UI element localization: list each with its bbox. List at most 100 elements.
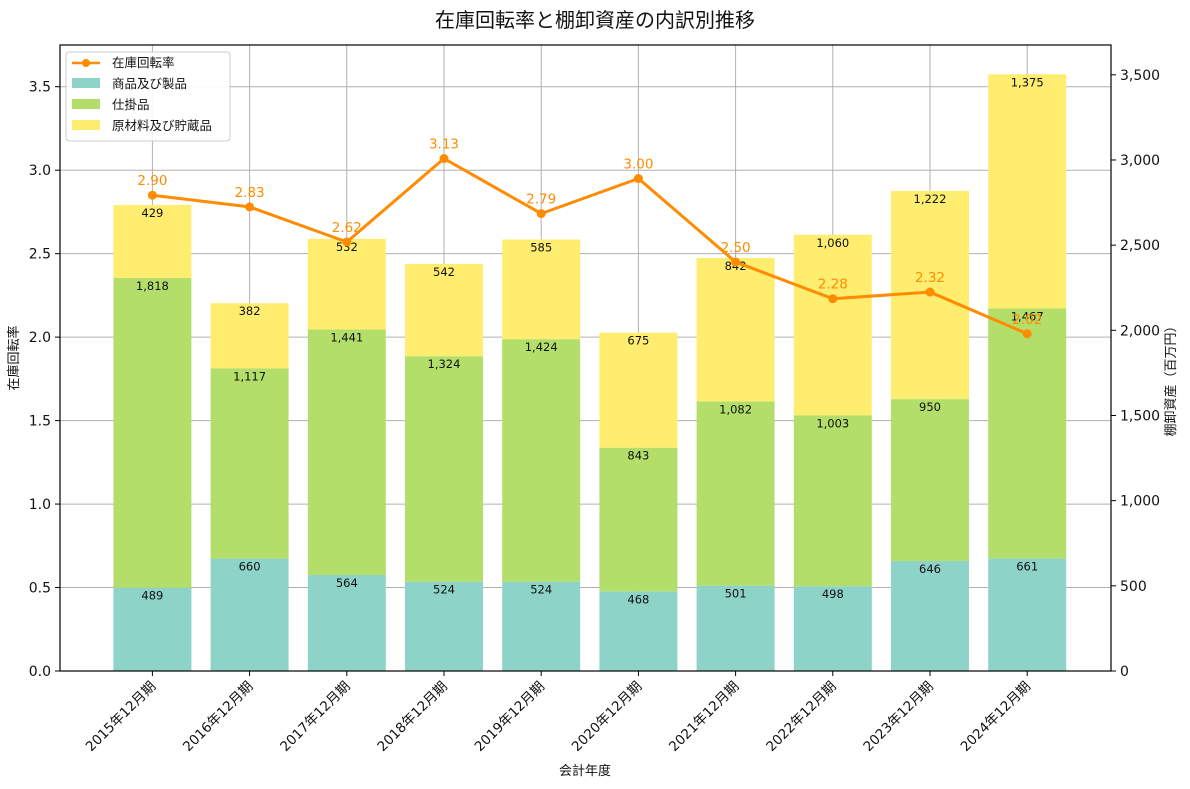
legend-swatch-wip bbox=[72, 99, 100, 109]
bar-products bbox=[988, 558, 1067, 671]
bar-wip bbox=[307, 329, 386, 575]
turnover-point bbox=[828, 294, 838, 304]
bar-label-wip: 1,424 bbox=[525, 340, 558, 354]
bar-labels-layer: 489 1,818 429 660 1,117 382 564 1,441 532 524 1,32… bbox=[136, 75, 1044, 606]
bar-label-products: 661 bbox=[1016, 559, 1038, 573]
bar-label-products: 564 bbox=[336, 576, 358, 590]
legend: 在庫回転率 商品及び製品 仕掛品 原材料及び貯蔵品 bbox=[65, 51, 231, 142]
bar-wip bbox=[890, 399, 969, 561]
x-tick-label: 2023年12月期 bbox=[860, 679, 936, 755]
bar-products bbox=[793, 586, 872, 671]
y-left-tick-label: 3.0 bbox=[29, 163, 51, 179]
x-axis-label: 会計年度 bbox=[559, 763, 611, 779]
bar-label-materials: 382 bbox=[239, 304, 261, 318]
x-tick-label: 2017年12月期 bbox=[277, 679, 353, 755]
legend-swatch-products bbox=[72, 78, 100, 88]
bar-label-products: 468 bbox=[627, 592, 649, 606]
turnover-point bbox=[633, 174, 643, 184]
legend-swatch-marker bbox=[82, 59, 90, 67]
x-tick-label: 2019年12月期 bbox=[472, 679, 548, 755]
bar-label-materials: 585 bbox=[530, 241, 552, 255]
bar-label-materials: 542 bbox=[433, 265, 455, 279]
turnover-point bbox=[731, 257, 741, 267]
y-right-tick-label: 1,000 bbox=[1120, 494, 1160, 510]
legend-swatch-materials bbox=[72, 120, 100, 130]
legend-box bbox=[65, 51, 231, 142]
bar-wip bbox=[988, 308, 1067, 559]
bar-materials bbox=[988, 74, 1067, 309]
bar-label-wip: 1,117 bbox=[233, 369, 266, 383]
turnover-value-label: 2.83 bbox=[235, 185, 265, 201]
bars-layer bbox=[113, 74, 1067, 671]
y-axis-right-label: 棚卸資産（百万円） bbox=[1163, 319, 1179, 436]
bar-label-materials: 1,060 bbox=[816, 236, 849, 250]
y-right-tick-label: 3,000 bbox=[1120, 153, 1160, 169]
turnover-point bbox=[245, 202, 255, 212]
y-left-tick-label: 0.0 bbox=[29, 664, 51, 680]
y-axis-left-label: 在庫回転率 bbox=[6, 325, 22, 390]
bar-materials bbox=[599, 332, 678, 448]
plot-frame bbox=[59, 44, 1112, 672]
legend-label-materials: 原材料及び貯蔵品 bbox=[112, 118, 212, 133]
y-left-tick-label: 2.0 bbox=[29, 330, 51, 346]
x-tick-label: 2016年12月期 bbox=[180, 679, 256, 755]
y-right-tick-label: 3,500 bbox=[1120, 68, 1160, 84]
bar-label-products: 646 bbox=[919, 562, 941, 576]
bar-label-wip: 950 bbox=[919, 400, 941, 414]
x-tick-label: 2015年12月期 bbox=[83, 679, 159, 755]
turnover-line bbox=[152, 157, 1028, 336]
bar-label-materials: 675 bbox=[627, 334, 649, 348]
x-tick-label: 2021年12月期 bbox=[666, 679, 742, 755]
bar-label-materials: 429 bbox=[141, 206, 163, 220]
turnover-value-label: 2.32 bbox=[915, 270, 945, 286]
bar-products bbox=[404, 581, 483, 671]
legend-label-wip: 仕掛品 bbox=[112, 97, 150, 112]
bar-wip bbox=[113, 278, 192, 588]
y-right-tick-label: 500 bbox=[1120, 579, 1147, 595]
y-left-tick-label: 0.5 bbox=[29, 581, 51, 597]
bar-label-products: 524 bbox=[530, 583, 552, 597]
turnover-value-label: 2.62 bbox=[332, 220, 362, 236]
bar-products bbox=[307, 574, 386, 671]
bar-products bbox=[502, 581, 581, 671]
bar-label-wip: 1,441 bbox=[330, 330, 363, 344]
bar-label-wip: 1,324 bbox=[428, 357, 461, 371]
y-right-tick-label: 1,500 bbox=[1120, 408, 1160, 424]
turnover-point bbox=[925, 287, 935, 297]
x-tick-label: 2022年12月期 bbox=[763, 679, 839, 755]
bar-materials bbox=[696, 257, 775, 402]
turnover-point bbox=[536, 209, 546, 219]
x-tick-label: 2020年12月期 bbox=[569, 679, 645, 755]
y-right-tick-label: 2,000 bbox=[1120, 323, 1160, 339]
x-tick-label: 2024年12月期 bbox=[958, 679, 1034, 755]
y-left-tick-label: 1.5 bbox=[29, 414, 51, 430]
bar-wip bbox=[793, 415, 872, 587]
bar-products bbox=[890, 560, 969, 671]
legend-label-products: 商品及び製品 bbox=[112, 76, 187, 91]
bar-label-products: 524 bbox=[433, 583, 455, 597]
line-layer: 2.90 2.83 2.62 3.13 2.79 3.00 2.50 2.28 2.32 2.02 bbox=[137, 137, 1042, 339]
bar-label-products: 489 bbox=[141, 589, 163, 603]
y-left-tick-label: 1.0 bbox=[29, 497, 51, 513]
bar-label-products: 660 bbox=[239, 560, 261, 574]
y-left-tick-label: 2.5 bbox=[29, 247, 51, 263]
bar-label-materials: 532 bbox=[336, 240, 358, 254]
bar-materials bbox=[113, 204, 192, 279]
bar-products bbox=[113, 587, 192, 671]
turnover-value-label: 2.79 bbox=[526, 192, 556, 208]
turnover-value-label: 3.13 bbox=[429, 137, 459, 153]
bar-label-products: 501 bbox=[725, 587, 747, 601]
bar-materials bbox=[307, 238, 386, 330]
bar-label-wip: 843 bbox=[627, 449, 649, 463]
legend-label-turnover: 在庫回転率 bbox=[112, 55, 175, 70]
y-right-tick-label: 0 bbox=[1120, 664, 1129, 680]
turnover-value-label: 2.02 bbox=[1012, 312, 1042, 328]
turnover-value-label: 2.90 bbox=[137, 173, 167, 189]
bar-wip bbox=[502, 339, 581, 582]
turnover-point bbox=[1022, 329, 1032, 339]
bar-materials bbox=[210, 303, 289, 369]
bar-label-products: 498 bbox=[822, 587, 844, 601]
turnover-point bbox=[147, 190, 157, 200]
bar-materials bbox=[793, 234, 872, 416]
bar-label-materials: 1,375 bbox=[1011, 75, 1044, 89]
